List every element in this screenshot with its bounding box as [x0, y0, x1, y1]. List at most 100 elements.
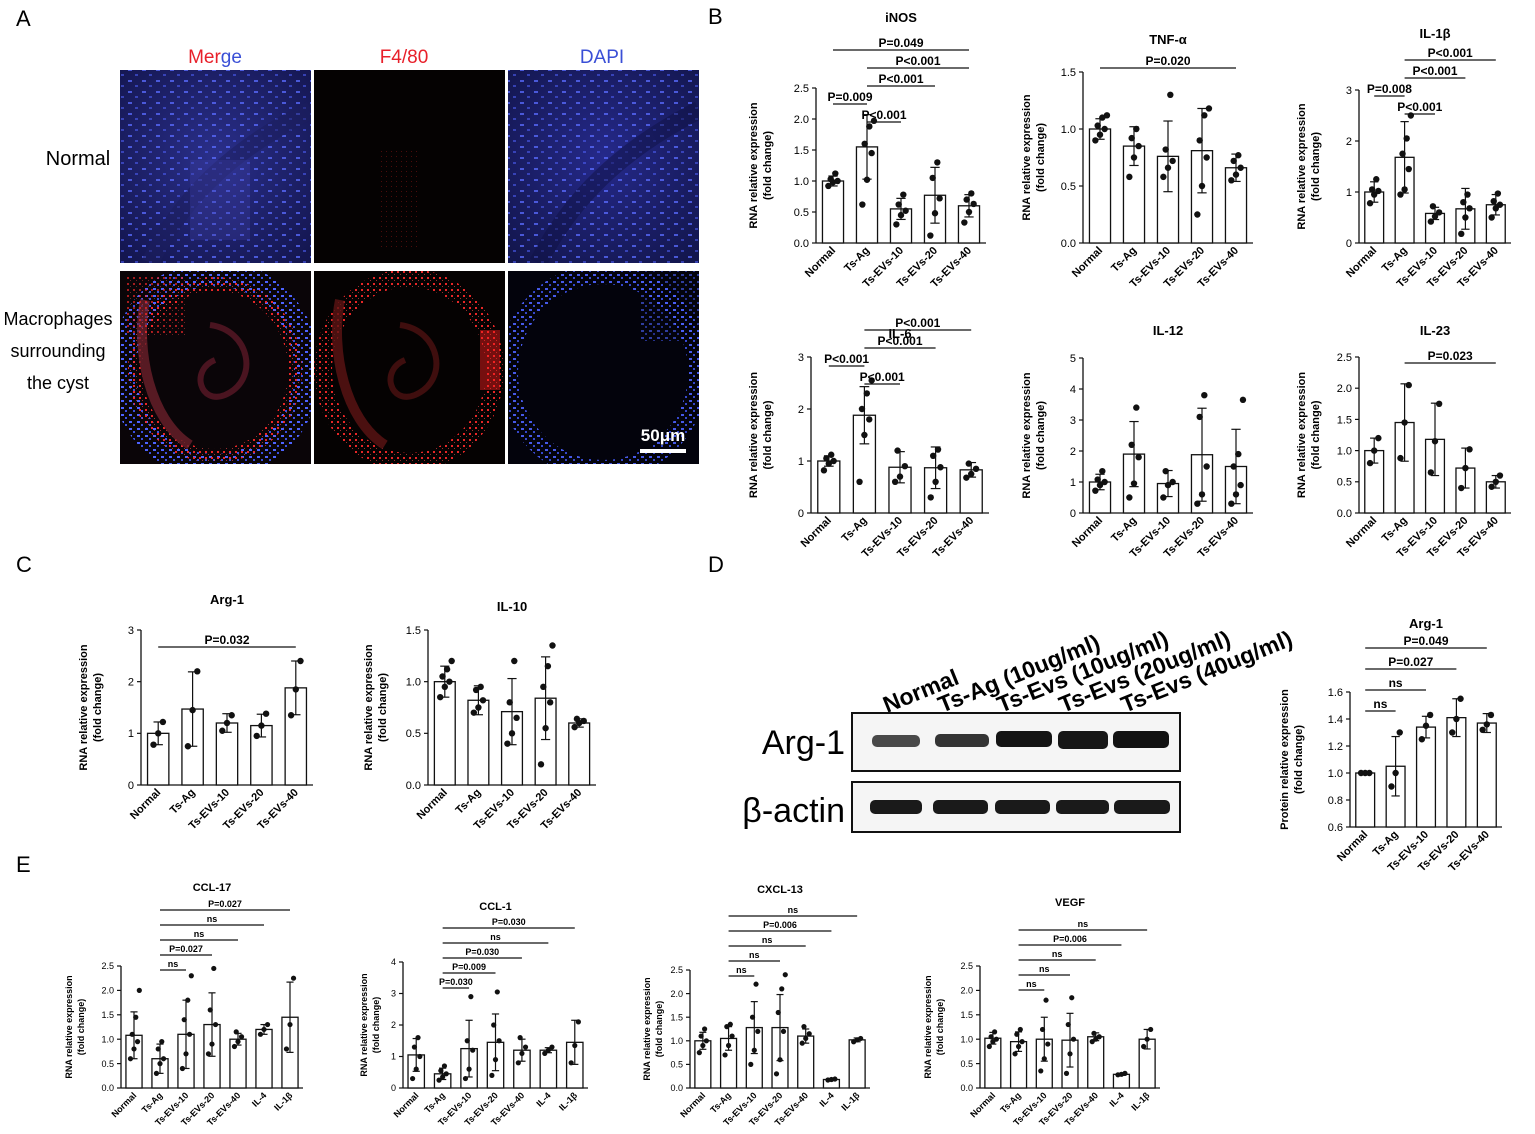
data-point — [1169, 157, 1176, 165]
data-point — [448, 657, 455, 665]
y-tick-label: 1.0 — [101, 1034, 114, 1044]
data-point — [1198, 491, 1206, 498]
data-point — [902, 207, 909, 214]
data-point — [963, 196, 970, 203]
data-point — [832, 1076, 838, 1082]
data-point — [1164, 481, 1172, 489]
data-point — [932, 478, 939, 485]
micro-row-label-normal: Normal — [46, 148, 110, 170]
y-axis-label: RNA relative expression — [748, 372, 760, 498]
data-point — [1128, 134, 1135, 142]
y-tick-label: 3 — [798, 352, 804, 364]
wb-band — [1056, 800, 1109, 814]
western-blot: Normal Ts-Ag (10ug/ml) Ts-Evs (10ug/ml) … — [742, 625, 1296, 833]
y-axis-label: Protein relative expression — [1279, 689, 1291, 830]
data-point — [410, 1075, 416, 1082]
data-point — [506, 699, 513, 706]
data-point — [189, 706, 196, 714]
data-point — [937, 464, 944, 471]
y-axis-label: (fold change) — [762, 400, 774, 469]
chart-ccl-17: CCL-17 0.0 0.5 1.0 1.5 2.0 2.5 RNA relative exp… — [64, 882, 303, 1128]
bar — [1087, 1036, 1105, 1089]
data-point — [696, 1050, 702, 1056]
y-axis-label: (fold change) — [1310, 400, 1322, 469]
y-axis-label: RNA relative expression — [1021, 94, 1033, 220]
x-tick-label: IL-4 — [817, 1090, 835, 1108]
data-point — [136, 987, 142, 994]
data-point — [1426, 711, 1434, 719]
data-point — [929, 452, 937, 459]
data-point — [1435, 209, 1443, 216]
y-tick-label: 1.0 — [794, 176, 809, 188]
y-tick-label: 2.5 — [794, 83, 809, 95]
data-point — [1092, 487, 1099, 494]
micro-row-label-macrophages-3: the cyst — [27, 373, 89, 393]
data-point — [934, 446, 942, 453]
y-tick-label: 0 — [391, 1083, 396, 1093]
x-tick-label: Ts-Ag — [708, 1090, 733, 1115]
x-tick-label: IL-4 — [250, 1090, 268, 1108]
wb-bands-arg1 — [872, 731, 1169, 749]
data-point — [183, 1051, 189, 1057]
data-point — [542, 1050, 548, 1056]
y-axis-label: (fold change) — [92, 673, 104, 742]
data-point — [972, 465, 980, 472]
data-point — [777, 1057, 783, 1063]
data-point — [1466, 205, 1473, 212]
data-point — [179, 1065, 186, 1072]
y-tick-label: 1.5 — [960, 1010, 973, 1020]
significance-label: ns — [1373, 697, 1387, 711]
data-point — [868, 377, 875, 384]
data-point — [1198, 182, 1206, 190]
significance-label: P=0.027 — [208, 899, 242, 909]
x-tick-label: Ts-Ag — [422, 1090, 447, 1115]
micro-image-cyst-f480 — [314, 271, 505, 464]
data-point — [153, 1070, 160, 1076]
data-point — [1397, 191, 1404, 198]
x-tick-label: Normal — [1070, 515, 1105, 550]
chart-title: iNOS — [885, 10, 917, 25]
data-point — [856, 478, 863, 485]
chart-title: Arg-1 — [1409, 616, 1443, 631]
data-point — [1019, 1039, 1025, 1045]
data-point — [858, 405, 866, 413]
data-point — [1067, 1051, 1073, 1057]
data-point — [799, 1040, 805, 1046]
significance-label: P=0.030 — [492, 917, 526, 927]
x-tick-label: Normal — [128, 787, 163, 822]
scale-bar-label: 50μm — [641, 426, 685, 445]
significance-label: P<0.001 — [1428, 46, 1473, 60]
y-tick-label: 1.5 — [794, 145, 809, 157]
data-point — [1466, 446, 1473, 453]
data-point — [895, 201, 902, 208]
data-point — [780, 1028, 787, 1034]
data-point — [580, 717, 587, 725]
wb-band — [933, 800, 988, 814]
data-point — [1479, 726, 1486, 733]
y-tick-label: 1 — [1070, 477, 1076, 489]
data-point — [1092, 137, 1099, 144]
data-point — [1126, 173, 1133, 181]
data-point — [1366, 459, 1374, 467]
micro-title-merge: Merge — [188, 47, 242, 68]
x-tick-label: IL-1β — [839, 1090, 862, 1113]
x-tick-label: Normal — [1344, 515, 1379, 550]
data-point — [511, 657, 518, 665]
y-tick-label: 1.5 — [406, 625, 421, 637]
data-point — [1012, 1051, 1018, 1057]
significance-label: P<0.001 — [877, 334, 922, 348]
data-point — [703, 1038, 709, 1044]
data-point — [470, 709, 478, 716]
y-tick-label: 2 — [128, 677, 134, 689]
micro-image-cyst-dapi — [508, 271, 699, 464]
y-tick-label: 2.0 — [960, 986, 973, 996]
bar — [1088, 128, 1112, 244]
y-tick-label: 3 — [1346, 85, 1352, 97]
data-point — [155, 1046, 161, 1052]
chart-title: IL-10 — [497, 599, 527, 614]
data-point — [134, 1039, 141, 1045]
data-point — [1492, 478, 1500, 485]
data-point — [1148, 1026, 1154, 1033]
y-tick-label: 0 — [798, 508, 804, 520]
y-tick-label: 1 — [1346, 187, 1352, 199]
